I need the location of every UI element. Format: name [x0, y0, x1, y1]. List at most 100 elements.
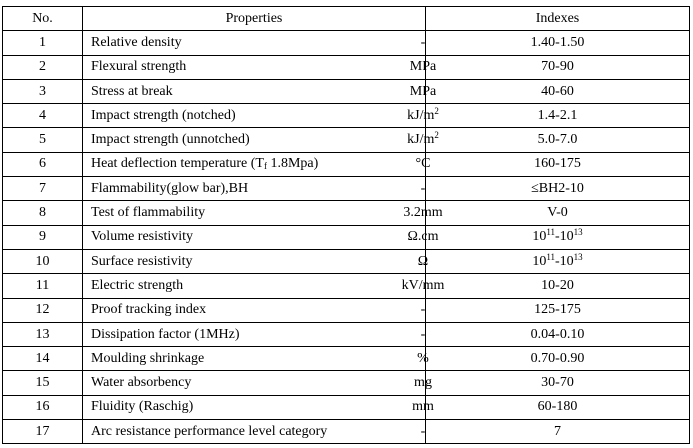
value-text: 7 — [554, 423, 561, 439]
property-cell: Surface resistivity Ω — [82, 248, 428, 275]
unit-superscript: 2 — [434, 130, 439, 141]
property-name: Fluidity (Raschig) — [83, 399, 193, 414]
property-name: Stress at break — [83, 84, 173, 99]
index-value: 5.0-7.0 — [425, 127, 690, 153]
property-cell: Volume resistivity Ω.cm — [82, 224, 439, 250]
row-number: 14 — [2, 346, 83, 372]
property-cell: Proof tracking index - — [82, 297, 426, 323]
property-cell: Heat deflection temperature (Tf 1.8Mpa) °… — [82, 151, 430, 178]
row-number: 9 — [2, 224, 83, 250]
value-text: ≤BH2-10 — [531, 180, 584, 196]
index-value: V-0 — [425, 200, 690, 226]
value-text: 10-20 — [541, 277, 574, 293]
index-value: 7 — [425, 419, 690, 445]
unit-text: - — [420, 326, 426, 342]
value-text: 10 — [532, 253, 547, 269]
row-number: 1 — [2, 30, 83, 56]
index-value: 60-180 — [425, 394, 690, 421]
unit-text: kV/mm — [401, 277, 445, 293]
value-text: 5.0-7.0 — [537, 132, 578, 148]
table-row: 14 Moulding shrinkage% 0.70-0.90 — [2, 346, 690, 372]
property-text: Heat deflection temperature (T — [91, 156, 264, 172]
unit-text: MPa — [409, 59, 437, 75]
table-row: 5 Impact strength (unnotched) kJ/m2 5.0-7.0 — [2, 127, 690, 153]
unit-text: - — [420, 302, 426, 318]
table-row: 11 Electric strength kV/mm 10-20 — [2, 273, 690, 299]
row-number: 11 — [2, 273, 83, 299]
property-unit: mm — [412, 399, 434, 415]
index-value: 40-60 — [425, 78, 690, 105]
table-row: 3 Stress at break MPa 40-60 — [2, 78, 690, 105]
property-text: Volume resistivity — [91, 229, 194, 245]
property-subscript: f — [263, 161, 267, 172]
row-number: 17 — [2, 419, 83, 445]
property-cell: Electric strength kV/mm — [82, 273, 444, 299]
header-no: No. — [2, 5, 83, 32]
property-unit: kJ/m2 — [407, 105, 439, 124]
index-value: 0.04-0.10 — [425, 321, 690, 348]
table-row: 4 Impact strength (notched) kJ/m2 1.4-2.1 — [2, 103, 690, 129]
property-cell: Moulding shrinkage% — [82, 346, 429, 372]
property-cell: Dissipation factor (1MHz) - — [82, 321, 426, 348]
index-value: 1011-1013 — [425, 248, 690, 275]
unit-text: kJ/m — [407, 132, 435, 148]
property-text: Arc resistance performance level categor… — [91, 423, 328, 439]
property-cell: Impact strength (notched) kJ/m2 — [82, 103, 439, 129]
property-name: Relative density — [83, 35, 182, 50]
property-name: Moulding shrinkage — [83, 351, 204, 366]
property-text: Dissipation factor (1MHz) — [91, 326, 240, 342]
row-number: 15 — [2, 370, 83, 396]
property-unit: MPa — [410, 84, 436, 100]
property-text: Stress at break — [91, 83, 173, 99]
property-text: Electric strength — [91, 277, 184, 293]
table-row: 6 Heat deflection temperature (Tf 1.8Mpa)… — [2, 151, 690, 178]
unit-superscript: 2 — [434, 105, 439, 116]
row-number: 16 — [2, 394, 83, 421]
unit-text: - — [420, 34, 426, 50]
table-row: 7 Flammability(glow bar),BH - ≤BH2-10 — [2, 176, 690, 202]
property-name: Impact strength (unnotched) — [83, 132, 250, 147]
row-number: 13 — [2, 321, 83, 348]
property-unit: % — [417, 351, 429, 367]
property-name: Arc resistance performance level categor… — [83, 424, 327, 439]
property-unit: °C — [416, 156, 431, 172]
value-text: 70-90 — [541, 59, 574, 75]
unit-text: MPa — [409, 83, 437, 99]
property-text: Surface resistivity — [91, 253, 193, 269]
table-row: 1 Relative density - 1.40-1.50 — [2, 30, 690, 56]
row-number: 6 — [2, 151, 83, 178]
row-number: 10 — [2, 248, 83, 275]
property-text: Flexural strength — [91, 59, 187, 75]
unit-text: °C — [415, 156, 431, 172]
unit-text: mg — [414, 375, 432, 391]
property-name: Heat deflection temperature (Tf 1.8Mpa) — [83, 156, 318, 171]
value-superscript: 11 — [546, 251, 555, 262]
table-row: 17 Arc resistance performance level categ… — [2, 419, 690, 445]
property-name: Dissipation factor (1MHz) — [83, 327, 240, 342]
row-number: 4 — [2, 103, 83, 129]
value-text: 160-175 — [534, 156, 581, 172]
value-superscript: 11 — [546, 227, 555, 238]
value-text: 0.04-0.10 — [530, 326, 585, 342]
value-text: 1.40-1.50 — [530, 34, 585, 50]
property-name: Impact strength (notched) — [83, 108, 236, 123]
property-cell: Fluidity (Raschig) mm — [82, 394, 434, 421]
header-indexes: Indexes — [425, 5, 690, 32]
property-cell: Impact strength (unnotched) kJ/m2 — [82, 127, 439, 153]
property-cell: Flammability(glow bar),BH - — [82, 176, 426, 202]
row-number: 5 — [2, 127, 83, 153]
value-text: -10 — [555, 253, 574, 269]
property-name: Surface resistivity — [83, 254, 192, 269]
table-row: 15 Water absorbency mg 30-70 — [2, 370, 690, 396]
unit-text: kJ/m — [407, 107, 435, 123]
value-text: 1.4-2.1 — [537, 107, 578, 123]
unit-text: Ω.cm — [407, 229, 439, 245]
property-unit: - — [421, 327, 426, 343]
table-row: 8 Test of flammability 3.2mm V-0 — [2, 200, 690, 226]
row-number: 12 — [2, 297, 83, 323]
property-cell: Arc resistance performance level categor… — [82, 419, 426, 445]
value-text: -10 — [555, 229, 574, 245]
value-text: 10 — [532, 229, 547, 245]
property-cell: Stress at break MPa — [82, 78, 436, 105]
property-unit: kV/mm — [402, 278, 445, 294]
